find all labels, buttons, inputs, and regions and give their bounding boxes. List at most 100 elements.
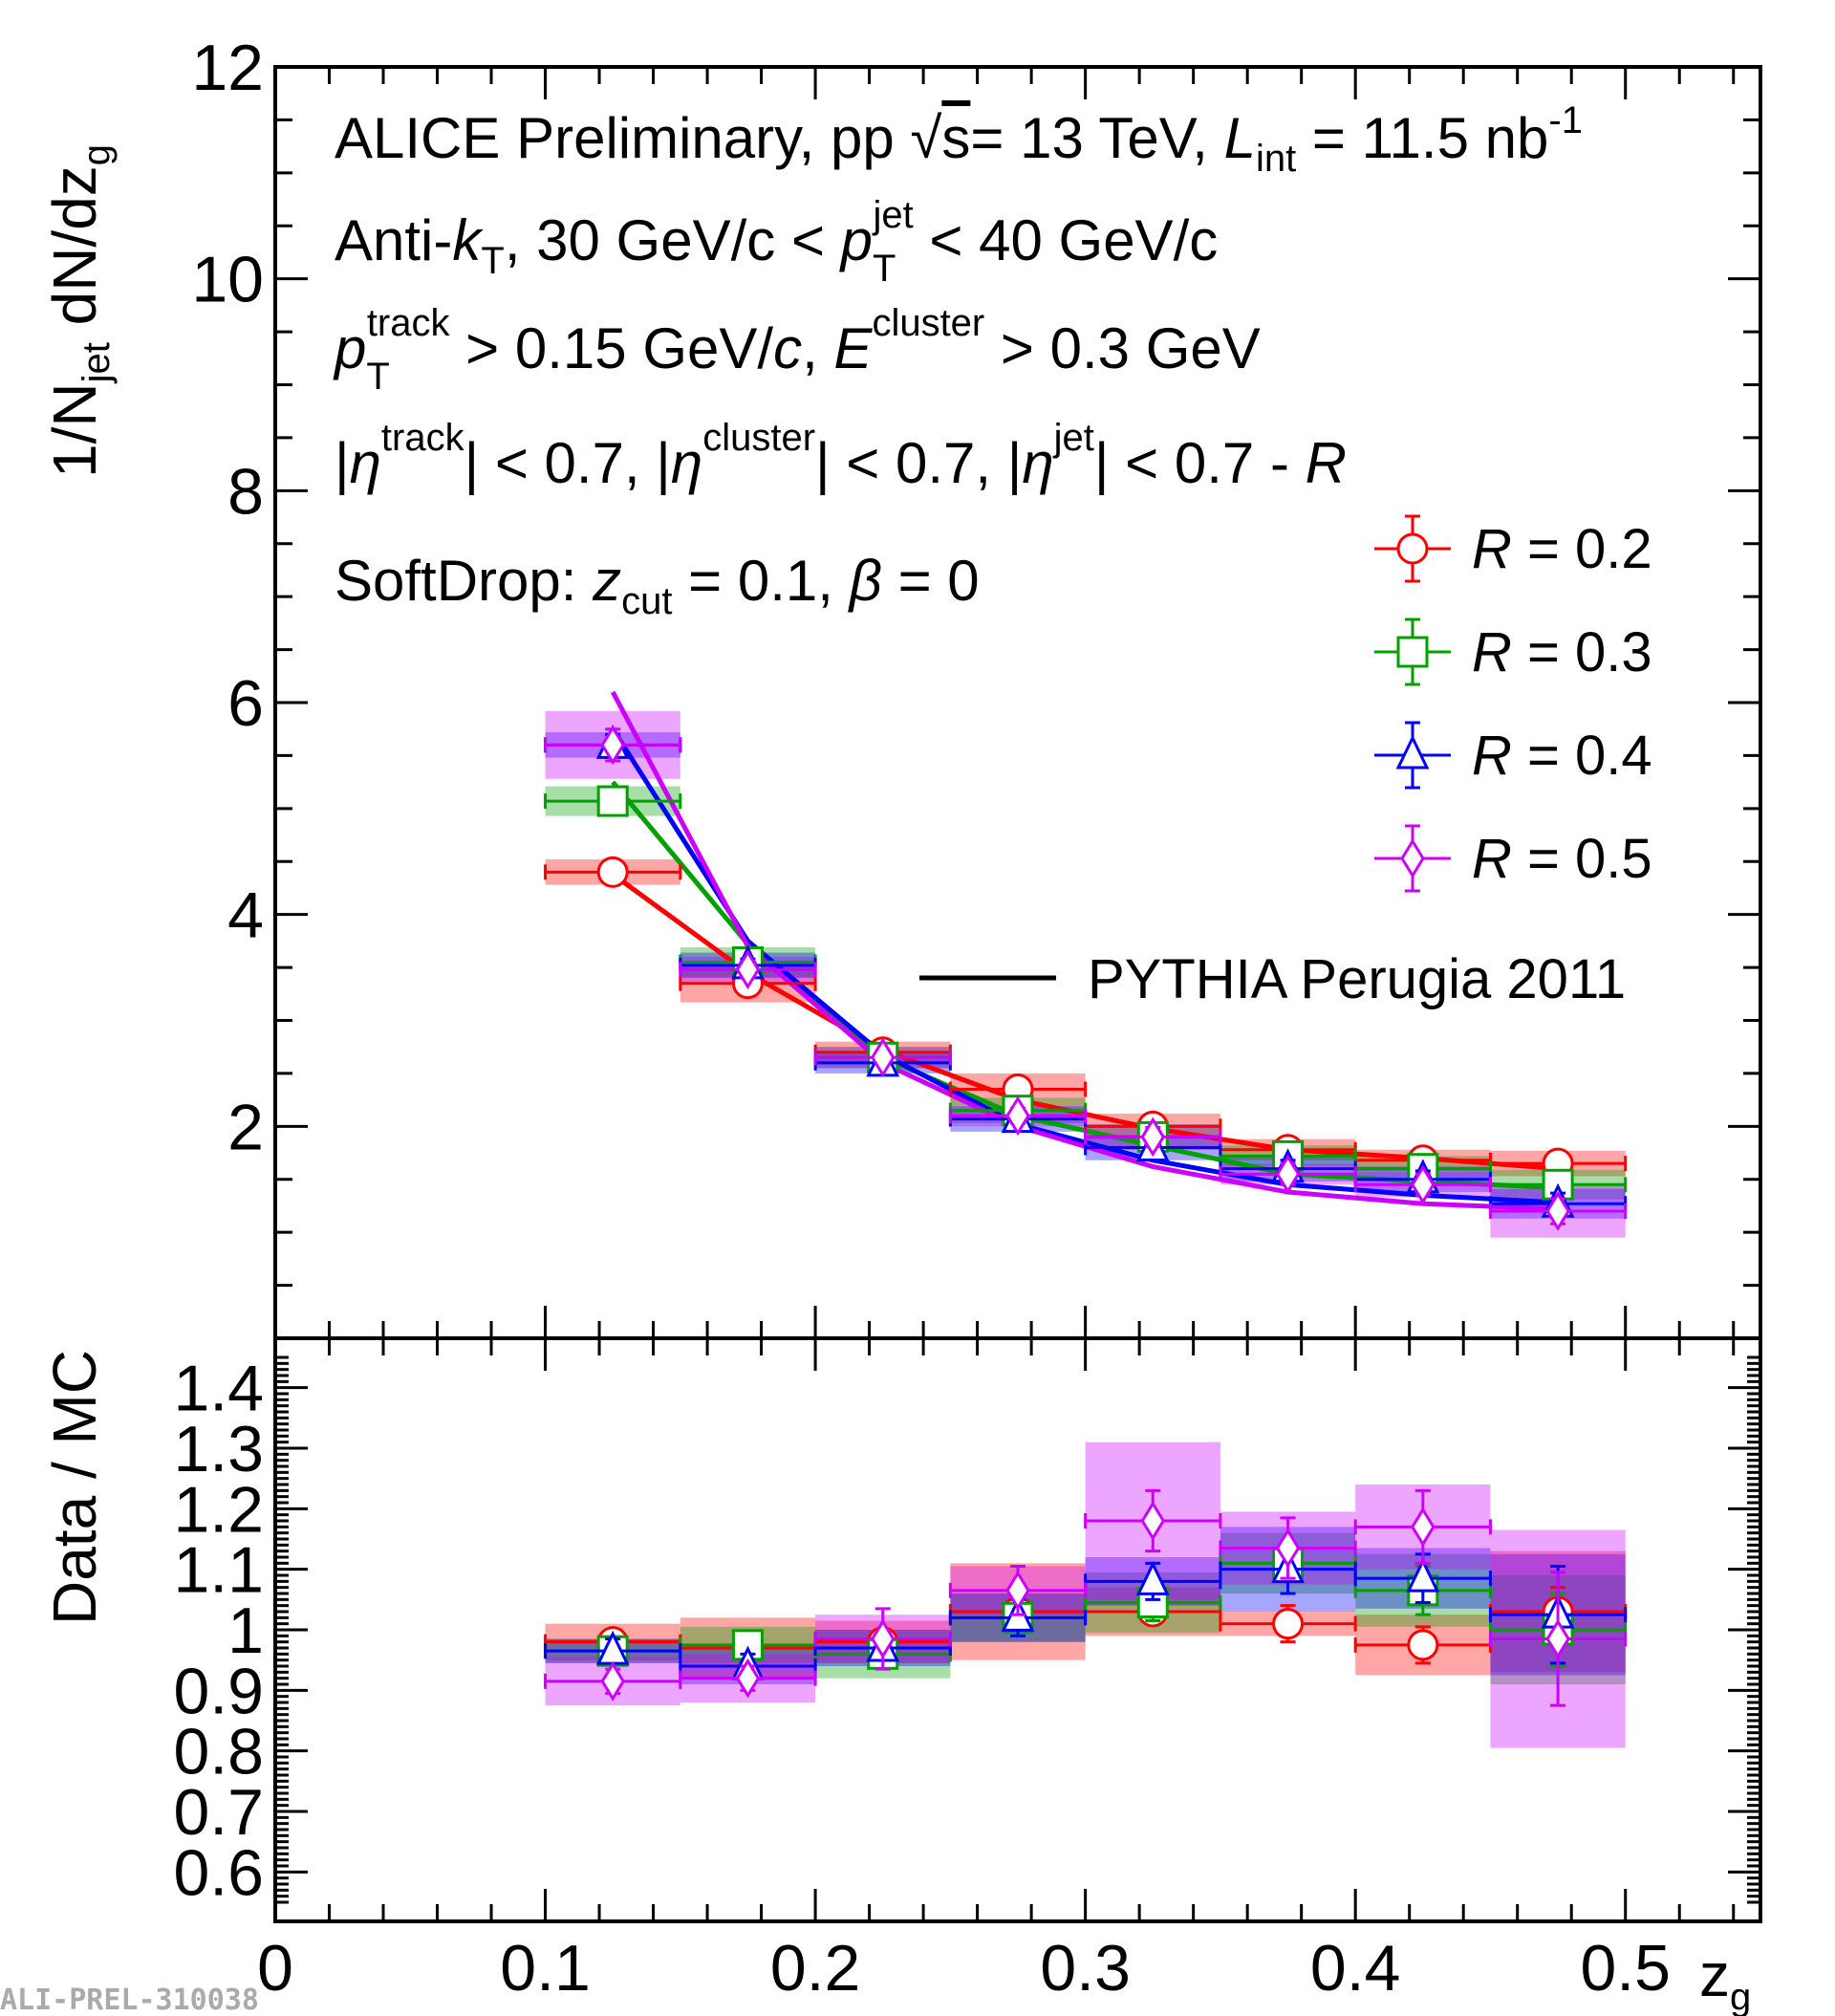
main-ytick-label-4: 4 (227, 879, 264, 952)
ann4-c: | < 0.7, | (815, 431, 1022, 495)
legend: R = 0.2R = 0.3R = 0.4R = 0.5 (1374, 514, 1652, 893)
legend-label-r-0-2: R = 0.2 (1472, 518, 1652, 580)
ratio-point-r-0-5-bin-4 (1140, 1501, 1166, 1541)
ratio-ylabel: Data / MC (40, 1350, 109, 1625)
main-ylabel: 1/Njet dN/dzg (40, 144, 118, 478)
legend-label-eq-r-0-2: = 0.2 (1512, 518, 1652, 580)
main-point-r-0-5-bin-2 (870, 1037, 896, 1078)
ann1-mid: = 13 TeV, (970, 106, 1223, 170)
ann1-s: s (941, 106, 970, 170)
main-ytick-label-6: 6 (227, 667, 264, 740)
ann2-pre: Anti- (335, 208, 452, 272)
ratio-point-r-0-5-bin-5 (1275, 1528, 1301, 1569)
xtick-label-0.4: 0.4 (1310, 1932, 1401, 2005)
ratio-data-points (544, 1488, 1628, 1707)
main-point-r-0-5-bin-7 (1545, 1191, 1570, 1231)
ann3-post: > 0.3 GeV (984, 316, 1261, 380)
annotation-line-5: SoftDrop: zcut = 0.1, β = 0 (335, 549, 980, 622)
main-ytick-label-2: 2 (227, 1091, 264, 1163)
ann3-track: track (367, 302, 451, 344)
ratio-ytick-label-0.7: 0.7 (173, 1776, 264, 1849)
ann1-pre: ALICE Preliminary, pp (335, 106, 910, 170)
ann2-T: T (481, 240, 504, 282)
main-ytick-label-10: 10 (191, 244, 264, 316)
legend-marker-r-0-3 (1396, 636, 1429, 668)
ann2-p: p (839, 208, 873, 272)
legend-label-r-0-3: R = 0.3 (1472, 621, 1652, 683)
ann2-k: k (452, 208, 484, 272)
ann3-T: T (366, 356, 389, 398)
legend-label-R-r-0-4: R (1472, 725, 1512, 787)
ann3-p: p (333, 316, 366, 380)
ratio-ytick-label-1.1: 1.1 (173, 1534, 264, 1607)
legend-label-eq-r-0-3: = 0.3 (1512, 621, 1652, 683)
annotation-line-2: Anti-kT, 30 GeV/c < pTjet < 40 GeV/c (335, 194, 1218, 290)
main-point-r-0-5-bin-0 (600, 725, 625, 766)
ratio-ytick-label-1: 1 (227, 1594, 264, 1667)
ann1-int: int (1256, 138, 1296, 180)
main-ytick-label-12: 12 (191, 32, 264, 104)
main-point-r-0-5-bin-4 (1140, 1116, 1166, 1158)
annotation-line-4: |ηtrack| < 0.7, |ηcluster| < 0.7, |ηjet|… (335, 417, 1347, 495)
main-point-r-0-2-bin-0 (596, 856, 629, 888)
ratio-ytick-label-1.2: 1.2 (173, 1473, 264, 1546)
watermark: ALI-PREL-310038 (0, 1983, 259, 2016)
xtick-label-0.3: 0.3 (1040, 1932, 1131, 2005)
ratio-point-r-0-5-bin-6 (1411, 1507, 1436, 1548)
ratio-point-r-0-5-bin-2 (870, 1618, 896, 1659)
ann2-pT: T (873, 248, 896, 290)
xtick-label-0.2: 0.2 (770, 1932, 861, 2005)
ann4-d: | < 0.7 - (1094, 431, 1306, 495)
ann4-eta3: η (1022, 431, 1053, 495)
annotation-line-3: pTtrack > 0.15 GeV/c, Ecluster > 0.3 GeV (333, 302, 1261, 398)
ann1-sqrt: √ (910, 106, 941, 170)
legend-label-r-0-5: R = 0.5 (1472, 828, 1652, 890)
main-ylabel-pre: 1/N (40, 382, 109, 478)
ratio-point-r-0-4-bin-4 (1135, 1560, 1170, 1595)
legend-label-R-r-0-5: R (1472, 828, 1512, 890)
legend-label-R-r-0-3: R (1472, 621, 1512, 683)
ratio-point-r-0-2-bin-6 (1407, 1629, 1439, 1661)
ann4-eta2: η (671, 431, 702, 495)
xtick-label-0: 0 (257, 1932, 293, 2005)
ann3-comma: , (802, 316, 833, 380)
xtick-label-0.5: 0.5 (1580, 1932, 1671, 2005)
legend-label-eq-r-0-5: = 0.5 (1512, 828, 1652, 890)
ratio-ytick-label-1.3: 1.3 (173, 1413, 264, 1485)
ratio-point-r-0-4-bin-6 (1406, 1557, 1440, 1593)
main-point-r-0-5-bin-6 (1411, 1164, 1436, 1205)
ann3-mid: > 0.15 GeV/ (450, 316, 774, 380)
legend-marker-r-0-5 (1400, 838, 1425, 878)
ann2-jet: jet (872, 194, 913, 236)
ann4-a: | (335, 431, 350, 495)
ann5-cut: cut (621, 580, 672, 622)
ann5-pre: SoftDrop: (335, 549, 593, 613)
main-point-r-0-5-bin-1 (735, 949, 761, 990)
ann5-post: = 0 (882, 549, 980, 613)
ratio-ytick-label-0.9: 0.9 (173, 1655, 264, 1727)
ann1-post: = 11.5 nb (1296, 106, 1548, 170)
annotation-line-1: ALICE Preliminary, pp √s= 13 TeV, Lint =… (335, 99, 1583, 180)
ann4-cluster: cluster (702, 417, 815, 459)
main-ylabel-sub: jet (76, 342, 118, 383)
ann1-L: L (1224, 106, 1256, 170)
main-data-points (544, 724, 1628, 1231)
main-ylabel-sub2: g (76, 144, 118, 165)
ann4-eta1: η (350, 431, 381, 495)
ratio-ytick-label-0.8: 0.8 (173, 1716, 264, 1788)
legend-model-label: PYTHIA Perugia 2011 (1088, 948, 1626, 1010)
ann3-cluster: cluster (872, 302, 984, 344)
main-ytick-label-8: 8 (227, 455, 264, 528)
ratio-point-r-0-5-bin-3 (1005, 1570, 1030, 1611)
ann3-E: E (833, 316, 873, 380)
main-point-r-0-5-bin-3 (1005, 1095, 1030, 1137)
x-axis-label-sub: g (1730, 1976, 1751, 2016)
ann5-mid: = 0.1, (672, 549, 849, 613)
ratio-point-r-0-5-bin-1 (735, 1658, 761, 1699)
ann5-z: z (592, 549, 621, 613)
main-point-r-0-5-bin-5 (1275, 1154, 1301, 1195)
ann1-sup: -1 (1548, 99, 1583, 141)
main-ylabel-mid: dN/dz (40, 165, 109, 342)
ann5-beta: β (848, 549, 882, 613)
